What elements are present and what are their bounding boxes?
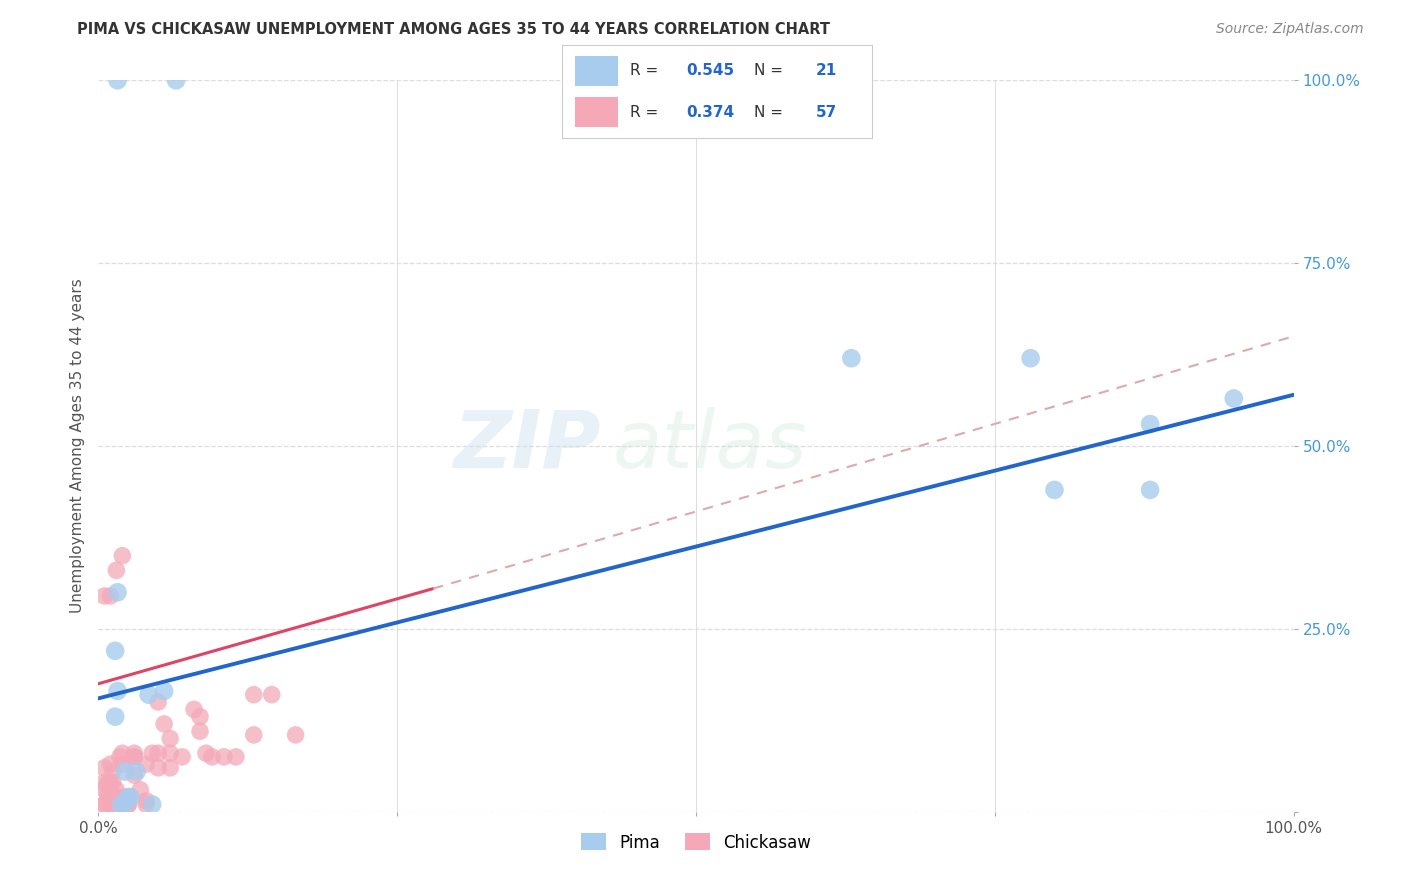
Text: ZIP: ZIP	[453, 407, 600, 485]
Point	[98, 757, 122, 772]
Point	[107, 585, 129, 599]
Point	[105, 790, 128, 805]
Point	[260, 688, 283, 702]
Point	[141, 797, 163, 812]
Point	[111, 549, 134, 563]
Point	[111, 757, 134, 772]
Point	[1019, 351, 1042, 366]
Point	[129, 782, 152, 797]
Point	[117, 790, 139, 805]
Point	[135, 794, 157, 808]
Point	[97, 787, 120, 801]
Point	[243, 728, 266, 742]
Point	[117, 790, 139, 805]
Point	[159, 731, 181, 746]
Point	[138, 688, 160, 702]
Text: N =: N =	[754, 63, 787, 78]
Point	[188, 724, 211, 739]
Point	[93, 797, 115, 812]
Text: PIMA VS CHICKASAW UNEMPLOYMENT AMONG AGES 35 TO 44 YEARS CORRELATION CHART: PIMA VS CHICKASAW UNEMPLOYMENT AMONG AGE…	[77, 22, 831, 37]
Point	[124, 749, 146, 764]
Y-axis label: Unemployment Among Ages 35 to 44 years: Unemployment Among Ages 35 to 44 years	[69, 278, 84, 614]
Point	[97, 775, 120, 789]
Point	[212, 749, 235, 764]
Point	[98, 589, 122, 603]
Point	[105, 782, 128, 797]
Bar	[575, 56, 619, 86]
Text: 57: 57	[815, 104, 838, 120]
Point	[159, 746, 181, 760]
Point	[183, 702, 205, 716]
Point	[135, 797, 157, 812]
Point	[107, 73, 129, 87]
Text: N =: N =	[754, 104, 787, 120]
Point	[111, 797, 134, 812]
Point	[93, 782, 115, 797]
Text: 0.545: 0.545	[686, 63, 734, 78]
Point	[165, 73, 187, 87]
Point	[107, 684, 129, 698]
Bar	[575, 97, 619, 127]
Text: R =: R =	[630, 104, 664, 120]
Point	[225, 749, 247, 764]
Point	[124, 746, 146, 760]
Point	[124, 749, 146, 764]
Point	[101, 775, 124, 789]
Point	[93, 775, 115, 789]
Point	[148, 746, 170, 760]
Point	[124, 768, 146, 782]
Point	[841, 351, 863, 366]
Point	[104, 709, 127, 723]
Point	[101, 764, 124, 779]
Point	[284, 728, 307, 742]
Text: 21: 21	[815, 63, 838, 78]
Point	[1223, 392, 1246, 406]
Point	[1043, 483, 1066, 497]
Point	[98, 790, 122, 805]
Point	[108, 749, 131, 764]
Point	[125, 764, 148, 779]
Point	[135, 757, 157, 772]
Point	[105, 563, 128, 577]
Point	[148, 695, 170, 709]
Point	[117, 797, 139, 812]
Point	[159, 761, 181, 775]
Point	[105, 797, 128, 812]
Point	[114, 797, 136, 812]
Point	[93, 589, 115, 603]
Point	[195, 746, 218, 760]
Point	[104, 644, 127, 658]
Text: Source: ZipAtlas.com: Source: ZipAtlas.com	[1216, 22, 1364, 37]
Point	[153, 684, 176, 698]
Point	[93, 761, 115, 775]
Point	[1139, 417, 1161, 431]
Point	[110, 797, 132, 812]
Point	[114, 764, 136, 779]
Point	[98, 775, 122, 789]
Point	[111, 746, 134, 760]
Point	[153, 717, 176, 731]
Point	[148, 761, 170, 775]
Point	[172, 749, 194, 764]
Point	[201, 749, 224, 764]
Text: atlas: atlas	[613, 407, 807, 485]
Text: R =: R =	[630, 63, 664, 78]
Point	[141, 746, 163, 760]
Point	[93, 797, 115, 812]
Point	[111, 790, 134, 805]
Point	[98, 797, 122, 812]
Point	[111, 797, 134, 812]
Point	[188, 709, 211, 723]
Point	[120, 790, 142, 805]
Point	[1139, 483, 1161, 497]
Point	[117, 797, 139, 812]
Text: 0.374: 0.374	[686, 104, 734, 120]
Legend: Pima, Chickasaw: Pima, Chickasaw	[574, 827, 818, 858]
Point	[243, 688, 266, 702]
